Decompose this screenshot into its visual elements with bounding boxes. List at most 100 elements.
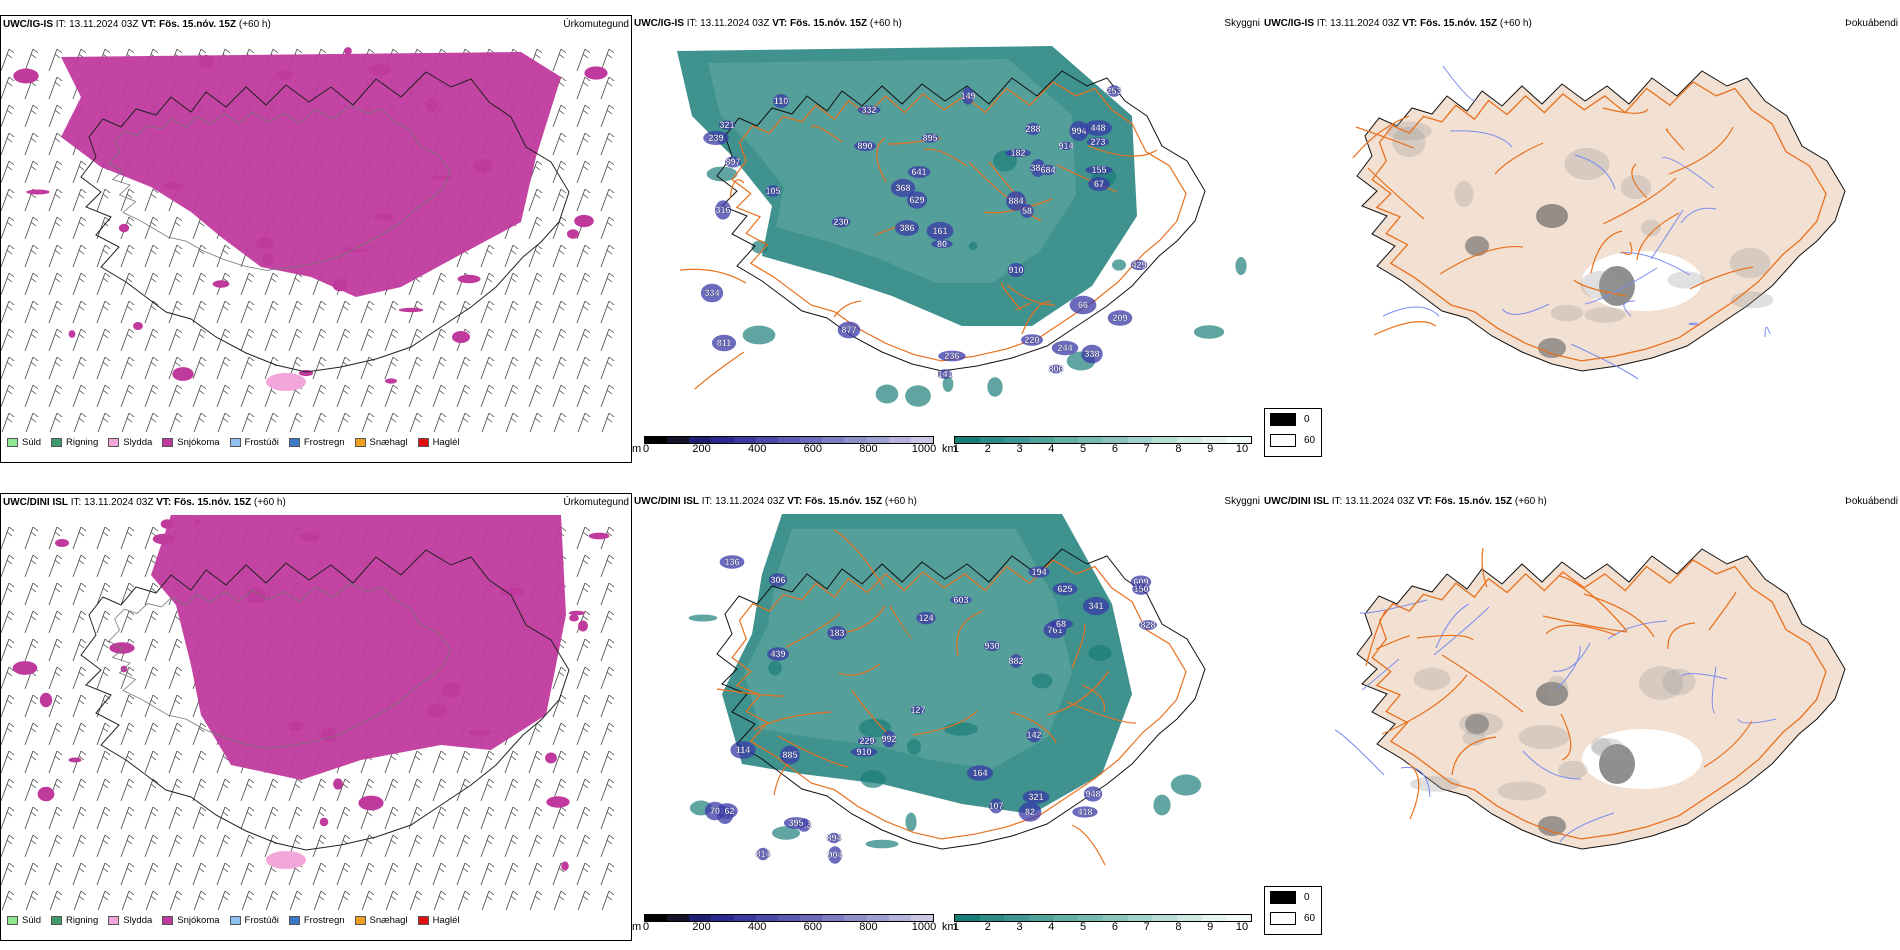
cloud-base-label: 429 (1131, 260, 1146, 270)
fog-legend-min: 0 (1304, 892, 1310, 903)
coastline (80, 71, 570, 373)
wind-barb (528, 806, 543, 830)
colorbar-cells (644, 914, 934, 922)
snow-patch (55, 539, 69, 547)
wind-barb (169, 412, 183, 432)
wind-barb (456, 384, 471, 408)
cloud-blob (773, 94, 789, 108)
wind-barb (24, 750, 39, 774)
wind-barb (48, 132, 63, 156)
wind-barb (48, 104, 63, 128)
wind-barb (288, 778, 303, 802)
wind-barb (552, 722, 567, 746)
colorbar-cell (755, 915, 778, 921)
wind-barb (504, 300, 519, 324)
cloud-base-label: 124 (918, 613, 933, 623)
cloud-blob (907, 166, 931, 178)
road-line (1689, 266, 1754, 290)
wind-barb (72, 244, 87, 268)
valid-time: Fös. 15.nóv. 15Z (1435, 496, 1513, 507)
river-line (1433, 606, 1490, 656)
wind-barb (1, 48, 15, 72)
cloud-base-label: 182 (1010, 148, 1025, 158)
colorbar-cell (1177, 437, 1202, 443)
cloud-blob (1022, 790, 1050, 804)
wind-barb (1, 666, 15, 690)
wind-barb (121, 890, 135, 910)
fog-legend-max: 60 (1304, 913, 1316, 924)
contour-line (108, 582, 452, 749)
cloud-blob (962, 87, 974, 105)
cloud-blob (967, 765, 993, 781)
wind-barb (120, 244, 135, 268)
snow-patch (567, 229, 579, 239)
wind-barb (24, 328, 39, 352)
model-name: UWC/IG-IS (634, 18, 684, 29)
wind-barb (192, 300, 207, 324)
wind-barb (288, 328, 303, 352)
wind-barb (456, 806, 471, 830)
wind-barb (360, 384, 375, 408)
road-line (1408, 763, 1420, 820)
wind-barb (1, 722, 15, 746)
wind-barb (576, 160, 591, 184)
snow-patch (468, 729, 492, 737)
lead-time: (+60 h) (1499, 18, 1532, 29)
colorbar-tick: 200 (692, 443, 711, 455)
wind-barb (600, 244, 615, 268)
wind-barb (192, 750, 207, 774)
wind-barb (576, 328, 591, 352)
wind-barb (576, 862, 591, 886)
wind-barb (528, 722, 543, 746)
wind-barb (432, 778, 447, 802)
fog-patch (1558, 760, 1588, 780)
river-line (1449, 130, 1513, 148)
cloud-base-label: 897 (725, 157, 740, 167)
init-time: 13.11.2024 03Z (700, 18, 770, 29)
precip-legend-item: Rigning (51, 437, 98, 448)
cloud-blob (1107, 310, 1133, 326)
cloud-blob (1088, 176, 1110, 192)
colorbar-tick: 8 (1175, 921, 1182, 933)
wind-barb (1, 160, 15, 184)
colorbar-cell (645, 437, 668, 443)
snow-patch (588, 532, 610, 540)
wind-barb (601, 890, 615, 910)
river-line (1522, 750, 1582, 780)
wind-barb (576, 384, 591, 408)
cloud-base-label: 67 (1094, 179, 1104, 189)
wind-barb (600, 750, 615, 774)
colorbar-cell (1103, 915, 1128, 921)
legend-label: Haglél (432, 915, 460, 926)
wind-barb (241, 412, 255, 432)
fog-patch (1459, 712, 1503, 736)
snow-patch (358, 795, 384, 811)
wind-barb (529, 890, 543, 910)
cloud-base-label: 80 (937, 239, 947, 249)
wind-barb (312, 834, 327, 858)
wind-barb (96, 300, 111, 324)
wind-barb (24, 48, 39, 72)
colorbar-cell (1226, 915, 1252, 921)
wind-barb (216, 356, 231, 380)
wind-barb (288, 300, 303, 324)
road-line (838, 663, 881, 676)
wind-barb (96, 272, 111, 296)
wind-barb (576, 694, 591, 718)
fog-patch (1392, 126, 1426, 158)
wind-barb (240, 356, 255, 380)
wind-barb (24, 526, 39, 550)
cloud-base-label: 149 (960, 91, 975, 101)
vt-label: VT: (772, 18, 788, 29)
cloud-base-label: 183 (829, 628, 844, 638)
cloud-base-label: 992 (881, 734, 896, 744)
snow-area (151, 515, 566, 780)
snow-patch (457, 274, 481, 284)
cloud-blob (1021, 334, 1043, 346)
snow-patch (452, 331, 470, 343)
wind-barb (313, 890, 327, 910)
wind-barb (600, 694, 615, 718)
precip-type-map (1, 47, 615, 432)
cloud-base-label: 58 (1022, 206, 1032, 216)
wind-barb (72, 806, 87, 830)
